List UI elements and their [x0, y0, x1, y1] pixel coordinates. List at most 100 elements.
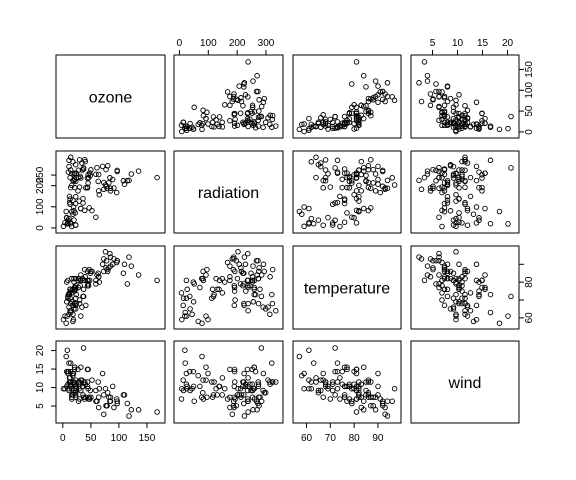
data-point	[86, 205, 92, 211]
data-point	[441, 122, 448, 129]
data-point	[346, 396, 353, 402]
data-point	[214, 286, 220, 293]
data-point	[334, 379, 341, 385]
data-point	[69, 275, 75, 282]
data-point	[299, 121, 305, 128]
data-point	[389, 175, 395, 181]
data-point	[70, 392, 76, 398]
data-point	[178, 290, 185, 296]
data-point	[199, 126, 205, 133]
panel-wind-vs-ozone	[55, 340, 166, 424]
data-point	[358, 102, 365, 109]
data-point	[325, 171, 331, 177]
data-point	[95, 270, 101, 276]
data-point	[299, 372, 305, 379]
tick-label: 0	[60, 433, 66, 444]
data-point	[322, 379, 329, 385]
data-point	[351, 215, 357, 221]
data-point	[245, 282, 251, 289]
panel-temperature-vs-radiation	[173, 245, 284, 330]
data-point	[179, 316, 185, 323]
data-point	[358, 171, 365, 178]
data-point	[238, 392, 245, 398]
data-point	[456, 174, 462, 181]
data-point	[261, 268, 268, 275]
data-point	[341, 200, 348, 207]
data-point	[322, 119, 329, 125]
data-point	[231, 404, 237, 411]
data-point	[391, 385, 398, 392]
data-point	[329, 201, 336, 208]
data-point	[203, 313, 209, 319]
data-point	[377, 396, 384, 402]
data-point	[334, 199, 341, 206]
data-point	[261, 95, 268, 102]
data-point	[341, 383, 348, 390]
tick-label: 10	[452, 38, 464, 49]
data-point	[384, 398, 391, 404]
data-point	[372, 78, 379, 84]
data-point	[430, 166, 436, 173]
data-point	[301, 121, 307, 127]
data-point	[332, 165, 338, 171]
data-point	[93, 214, 99, 220]
data-point	[418, 256, 425, 262]
axis-right-temperature: 60 80	[518, 263, 535, 323]
data-point	[344, 117, 350, 124]
data-point	[269, 300, 276, 307]
data-point	[441, 109, 448, 116]
data-point	[436, 250, 442, 257]
data-point	[81, 396, 88, 402]
data-point	[424, 171, 431, 177]
data-point	[216, 383, 223, 390]
data-point	[444, 83, 451, 89]
data-point	[453, 316, 459, 323]
data-point	[456, 176, 462, 183]
data-point	[318, 377, 324, 383]
data-point	[67, 184, 74, 191]
tick-label: 0	[35, 225, 46, 231]
axis-bottom-temperature: 60 70 80 90	[301, 422, 384, 444]
data-point	[219, 290, 226, 296]
tick-label: 60	[301, 433, 313, 444]
data-point	[269, 124, 275, 131]
data-point	[456, 282, 462, 289]
data-point	[106, 265, 112, 271]
data-point	[346, 185, 353, 191]
data-point	[360, 364, 367, 370]
data-point	[459, 125, 465, 131]
data-point	[459, 158, 465, 165]
data-point	[353, 175, 360, 181]
data-point	[236, 392, 242, 398]
data-point	[363, 84, 369, 90]
data-point	[439, 189, 445, 196]
data-point	[325, 214, 331, 221]
data-point	[456, 210, 462, 216]
data-point	[94, 164, 100, 171]
data-point	[389, 94, 395, 100]
data-point	[269, 291, 275, 298]
data-point	[67, 154, 74, 161]
data-point	[124, 400, 131, 407]
data-point	[67, 295, 73, 301]
data-point	[72, 161, 79, 168]
data-point	[453, 191, 459, 198]
data-point	[453, 119, 459, 125]
data-point	[365, 379, 372, 385]
data-point	[427, 274, 434, 280]
data-point	[66, 157, 72, 164]
data-point	[251, 364, 257, 370]
data-point	[250, 78, 256, 84]
data-point	[128, 263, 135, 269]
data-point	[199, 320, 205, 326]
data-point	[505, 313, 511, 319]
data-point	[84, 366, 91, 373]
data-point	[341, 197, 348, 203]
data-point	[433, 81, 439, 87]
data-point	[473, 177, 480, 184]
data-point	[375, 176, 381, 183]
data-point	[450, 175, 457, 181]
data-point	[467, 193, 474, 200]
tick-label: 80	[524, 276, 535, 288]
data-point	[306, 385, 312, 392]
